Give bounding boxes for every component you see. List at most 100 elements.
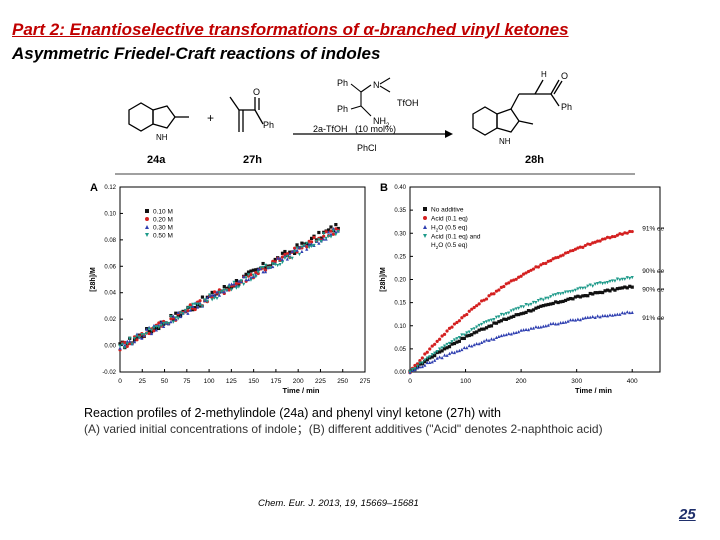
data-point (583, 243, 587, 248)
x-tick-label: 250 (337, 378, 348, 385)
data-point (295, 248, 299, 252)
data-point (309, 240, 314, 244)
x-tick-label: 200 (293, 378, 304, 385)
series-2 (408, 310, 634, 374)
carbonyl-o-label: O (253, 87, 260, 97)
data-point (285, 254, 289, 258)
data-point (460, 333, 464, 337)
legend-label: 0.20 M (153, 217, 173, 224)
series-0 (408, 284, 634, 373)
legend-label: Acid (0.1 eq) and (431, 234, 481, 241)
data-point (181, 312, 185, 316)
data-point (438, 355, 442, 359)
data-point (196, 305, 200, 309)
product-o-label: O (561, 71, 568, 81)
data-point (149, 331, 154, 336)
data-point (517, 312, 521, 317)
data-point (261, 265, 265, 270)
nh2-label: NH2 (373, 116, 390, 129)
ee-unit: ee (657, 287, 665, 294)
x-axis-label: Time / min (283, 386, 320, 395)
data-point (526, 327, 531, 332)
data-point (276, 256, 280, 260)
data-point (334, 227, 338, 231)
data-point (544, 261, 548, 265)
data-point (423, 358, 427, 362)
data-point (425, 350, 429, 354)
data-point (205, 296, 209, 300)
data-point (568, 318, 573, 322)
data-point (524, 327, 528, 331)
x-tick-label: 125 (226, 378, 237, 385)
data-point (183, 308, 188, 313)
data-point (164, 321, 168, 325)
legend-subscript: 2 (436, 228, 439, 233)
x-tick-label: 175 (270, 378, 281, 385)
data-point (475, 330, 479, 334)
data-point (529, 326, 533, 330)
data-point (475, 341, 479, 346)
data-point (536, 299, 540, 303)
data-point (435, 339, 439, 343)
data-point (586, 294, 590, 298)
x-axis-label: Time / min (575, 386, 612, 395)
data-point (176, 317, 180, 321)
x-tick-label: 50 (161, 378, 169, 385)
data-point (487, 324, 491, 328)
data-point (433, 342, 437, 346)
reaction-scheme: NH 24a + O Ph 27h Ph N TfOH Ph NH2 2a-Tf… (115, 70, 635, 175)
y-tick-label: 0.08 (104, 238, 116, 244)
data-point (237, 285, 241, 289)
data-point (450, 350, 454, 354)
data-point (171, 318, 175, 322)
data-point (152, 323, 156, 328)
x-tick-label: 200 (516, 378, 527, 385)
data-point (157, 325, 161, 330)
data-point (217, 290, 222, 295)
data-point (290, 256, 294, 260)
data-point (307, 242, 311, 247)
data-point (307, 239, 311, 243)
data-point (492, 321, 496, 325)
data-point (322, 237, 326, 241)
data-point (561, 291, 565, 296)
data-point (623, 277, 627, 281)
data-point (596, 314, 600, 318)
data-point (336, 226, 340, 231)
data-point (509, 279, 513, 283)
data-point (300, 249, 304, 254)
data-point (334, 233, 338, 237)
data-point (554, 293, 558, 297)
data-point (608, 313, 612, 317)
data-point (420, 364, 424, 369)
y-tick-label: 0.40 (394, 185, 406, 191)
data-point (487, 294, 491, 298)
data-point (484, 297, 489, 301)
data-point (307, 245, 311, 250)
data-point (283, 252, 287, 257)
data-point (203, 298, 207, 302)
citation: Chem. Eur. J. 2013, 19, 15669–15681 (258, 498, 419, 509)
data-point (559, 292, 563, 296)
data-point (556, 322, 560, 326)
data-point (271, 264, 275, 269)
data-point (541, 298, 545, 302)
data-point (499, 312, 503, 317)
data-point (169, 315, 173, 319)
legend-subscript: 2 (436, 245, 439, 250)
data-point (309, 244, 314, 248)
data-point (618, 312, 622, 316)
data-point (447, 351, 452, 356)
data-point (210, 290, 214, 295)
data-point (457, 348, 461, 353)
data-point (509, 332, 513, 336)
data-point (588, 283, 592, 287)
data-point (578, 317, 582, 322)
data-point (608, 289, 612, 293)
data-point (200, 295, 205, 299)
data-point (331, 232, 336, 236)
data-point (188, 303, 192, 307)
data-point (217, 293, 222, 297)
data-point (581, 286, 585, 290)
data-point (171, 320, 175, 324)
